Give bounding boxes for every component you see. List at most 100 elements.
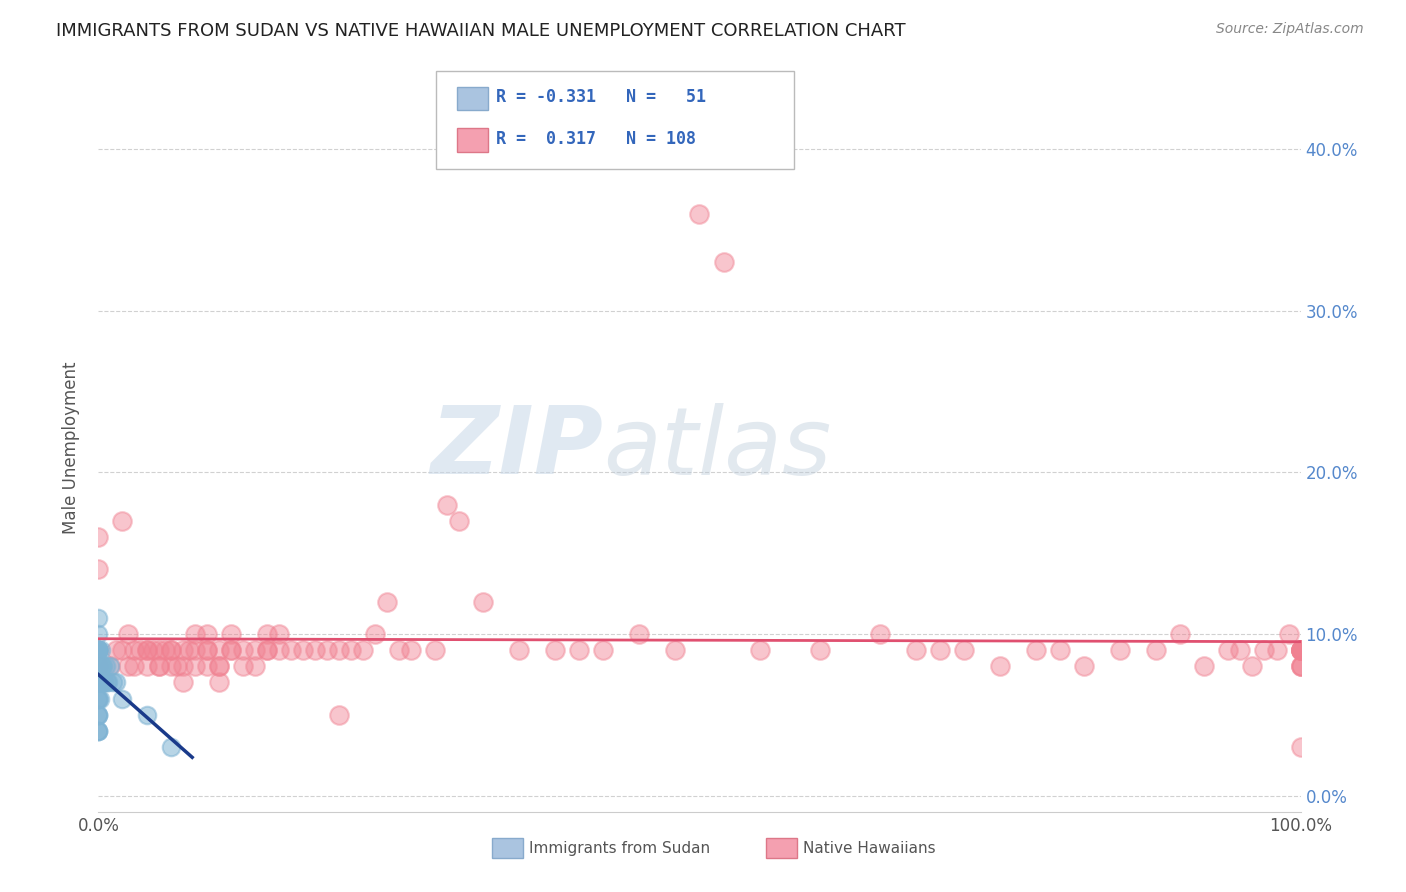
Point (141, 643, 163, 657)
Point (1289, 659, 1312, 673)
Point (219, 627, 242, 641)
Point (101, 675, 124, 690)
Point (124, 659, 146, 673)
Point (105, 643, 128, 657)
Point (90, 659, 112, 673)
Point (96, 675, 118, 690)
Point (91, 675, 114, 690)
Point (91, 675, 114, 690)
Point (304, 643, 326, 657)
Point (928, 643, 950, 657)
Point (208, 675, 231, 690)
Point (195, 659, 218, 673)
Point (87, 691, 110, 706)
Point (208, 659, 231, 673)
Point (87, 643, 110, 657)
Point (713, 255, 735, 269)
Point (93, 675, 115, 690)
Point (100, 659, 122, 673)
Point (1144, 643, 1167, 657)
Point (87, 675, 110, 690)
Point (1170, 627, 1192, 641)
Point (232, 643, 254, 657)
Point (1289, 659, 1312, 673)
Point (256, 643, 278, 657)
Point (1229, 643, 1251, 657)
Point (232, 659, 254, 673)
Point (399, 643, 422, 657)
Point (97, 675, 120, 690)
Point (1241, 659, 1264, 673)
Point (1253, 643, 1275, 657)
Point (135, 707, 157, 722)
Point (148, 643, 170, 657)
Point (1025, 643, 1047, 657)
Point (592, 643, 614, 657)
Point (364, 627, 387, 641)
Point (172, 643, 194, 657)
Point (183, 627, 205, 641)
Point (111, 643, 134, 657)
Point (87, 675, 110, 690)
Point (87, 562, 110, 576)
Point (87, 675, 110, 690)
Point (1277, 627, 1299, 641)
Point (87, 643, 110, 657)
Point (689, 207, 711, 221)
Point (91, 659, 114, 673)
Point (159, 740, 181, 755)
Point (87, 659, 110, 673)
Point (129, 643, 152, 657)
Point (87, 643, 110, 657)
Point (748, 643, 770, 657)
Point (87, 723, 110, 738)
Point (243, 659, 266, 673)
Point (87, 659, 110, 673)
Point (87, 707, 110, 722)
Point (1289, 740, 1312, 755)
Point (1289, 643, 1312, 657)
Point (105, 675, 128, 690)
Point (436, 498, 458, 512)
Point (87, 643, 110, 657)
Point (87, 659, 110, 673)
Point (183, 643, 205, 657)
Point (256, 627, 278, 641)
Point (87, 691, 110, 706)
Text: Source: ZipAtlas.com: Source: ZipAtlas.com (1216, 22, 1364, 37)
Point (111, 691, 134, 706)
Point (87, 611, 110, 625)
Point (568, 643, 591, 657)
Point (87, 675, 110, 690)
Point (315, 643, 337, 657)
Point (291, 643, 314, 657)
Point (243, 643, 266, 657)
Text: Immigrants from Sudan: Immigrants from Sudan (529, 841, 710, 855)
Point (87, 659, 110, 673)
Point (90, 675, 112, 690)
Point (267, 643, 290, 657)
Point (1265, 643, 1288, 657)
Point (159, 659, 181, 673)
Point (94, 659, 117, 673)
Point (87, 643, 110, 657)
Point (153, 643, 176, 657)
Point (172, 675, 194, 690)
Point (219, 643, 242, 657)
Point (256, 643, 278, 657)
Point (87, 675, 110, 690)
Point (1289, 659, 1312, 673)
Point (1289, 643, 1312, 657)
Point (628, 627, 651, 641)
Point (183, 659, 205, 673)
Point (148, 659, 170, 673)
Point (90, 643, 112, 657)
Point (100, 659, 122, 673)
Text: R =  0.317   N = 108: R = 0.317 N = 108 (496, 130, 696, 148)
Point (148, 659, 170, 673)
Point (87, 643, 110, 657)
Text: IMMIGRANTS FROM SUDAN VS NATIVE HAWAIIAN MALE UNEMPLOYMENT CORRELATION CHART: IMMIGRANTS FROM SUDAN VS NATIVE HAWAIIAN… (56, 22, 905, 40)
Point (177, 643, 200, 657)
Point (87, 643, 110, 657)
Point (208, 659, 231, 673)
